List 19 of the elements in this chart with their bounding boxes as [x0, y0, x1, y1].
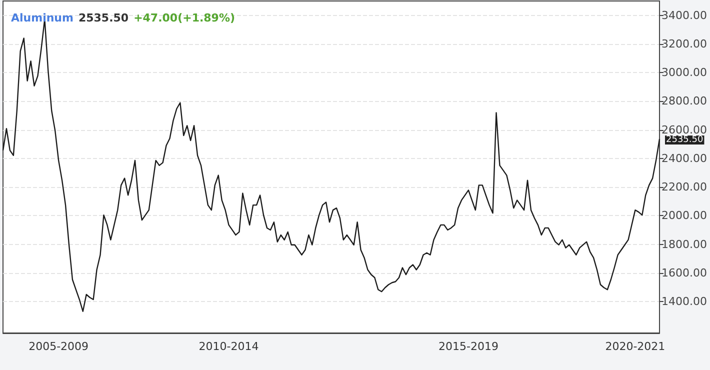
- y-tick-label: 2800.00: [662, 94, 708, 108]
- x-tick-label: 2010-2014: [198, 340, 259, 353]
- y-tick-label: 2200.00: [662, 180, 708, 194]
- annotation: 2535.50: [78, 12, 129, 24]
- x-tick-label: 2020-2021: [605, 340, 666, 353]
- y-tick-label: 2000.00: [662, 209, 708, 222]
- y-tick-label: 1400.00: [662, 295, 708, 308]
- y-tick-label: 2600.00: [662, 123, 708, 136]
- y-tick-label: 1800.00: [662, 238, 708, 251]
- y-tick-label: 1600.00: [662, 266, 708, 280]
- y-tick-label: 3000.00: [662, 66, 708, 80]
- x-tick-label: 2005-2009: [28, 340, 89, 353]
- y-tick-label: 3200.00: [662, 37, 708, 50]
- x-tick-label: 2015-2019: [438, 340, 498, 353]
- y-tick-label: 2400.00: [662, 152, 708, 165]
- text: Aluminum: [11, 12, 74, 24]
- y-tick-label: 3400.00: [662, 8, 708, 22]
- annotation: +47.00(+1.89%): [134, 12, 236, 24]
- text: 2535.50: [666, 135, 704, 146]
